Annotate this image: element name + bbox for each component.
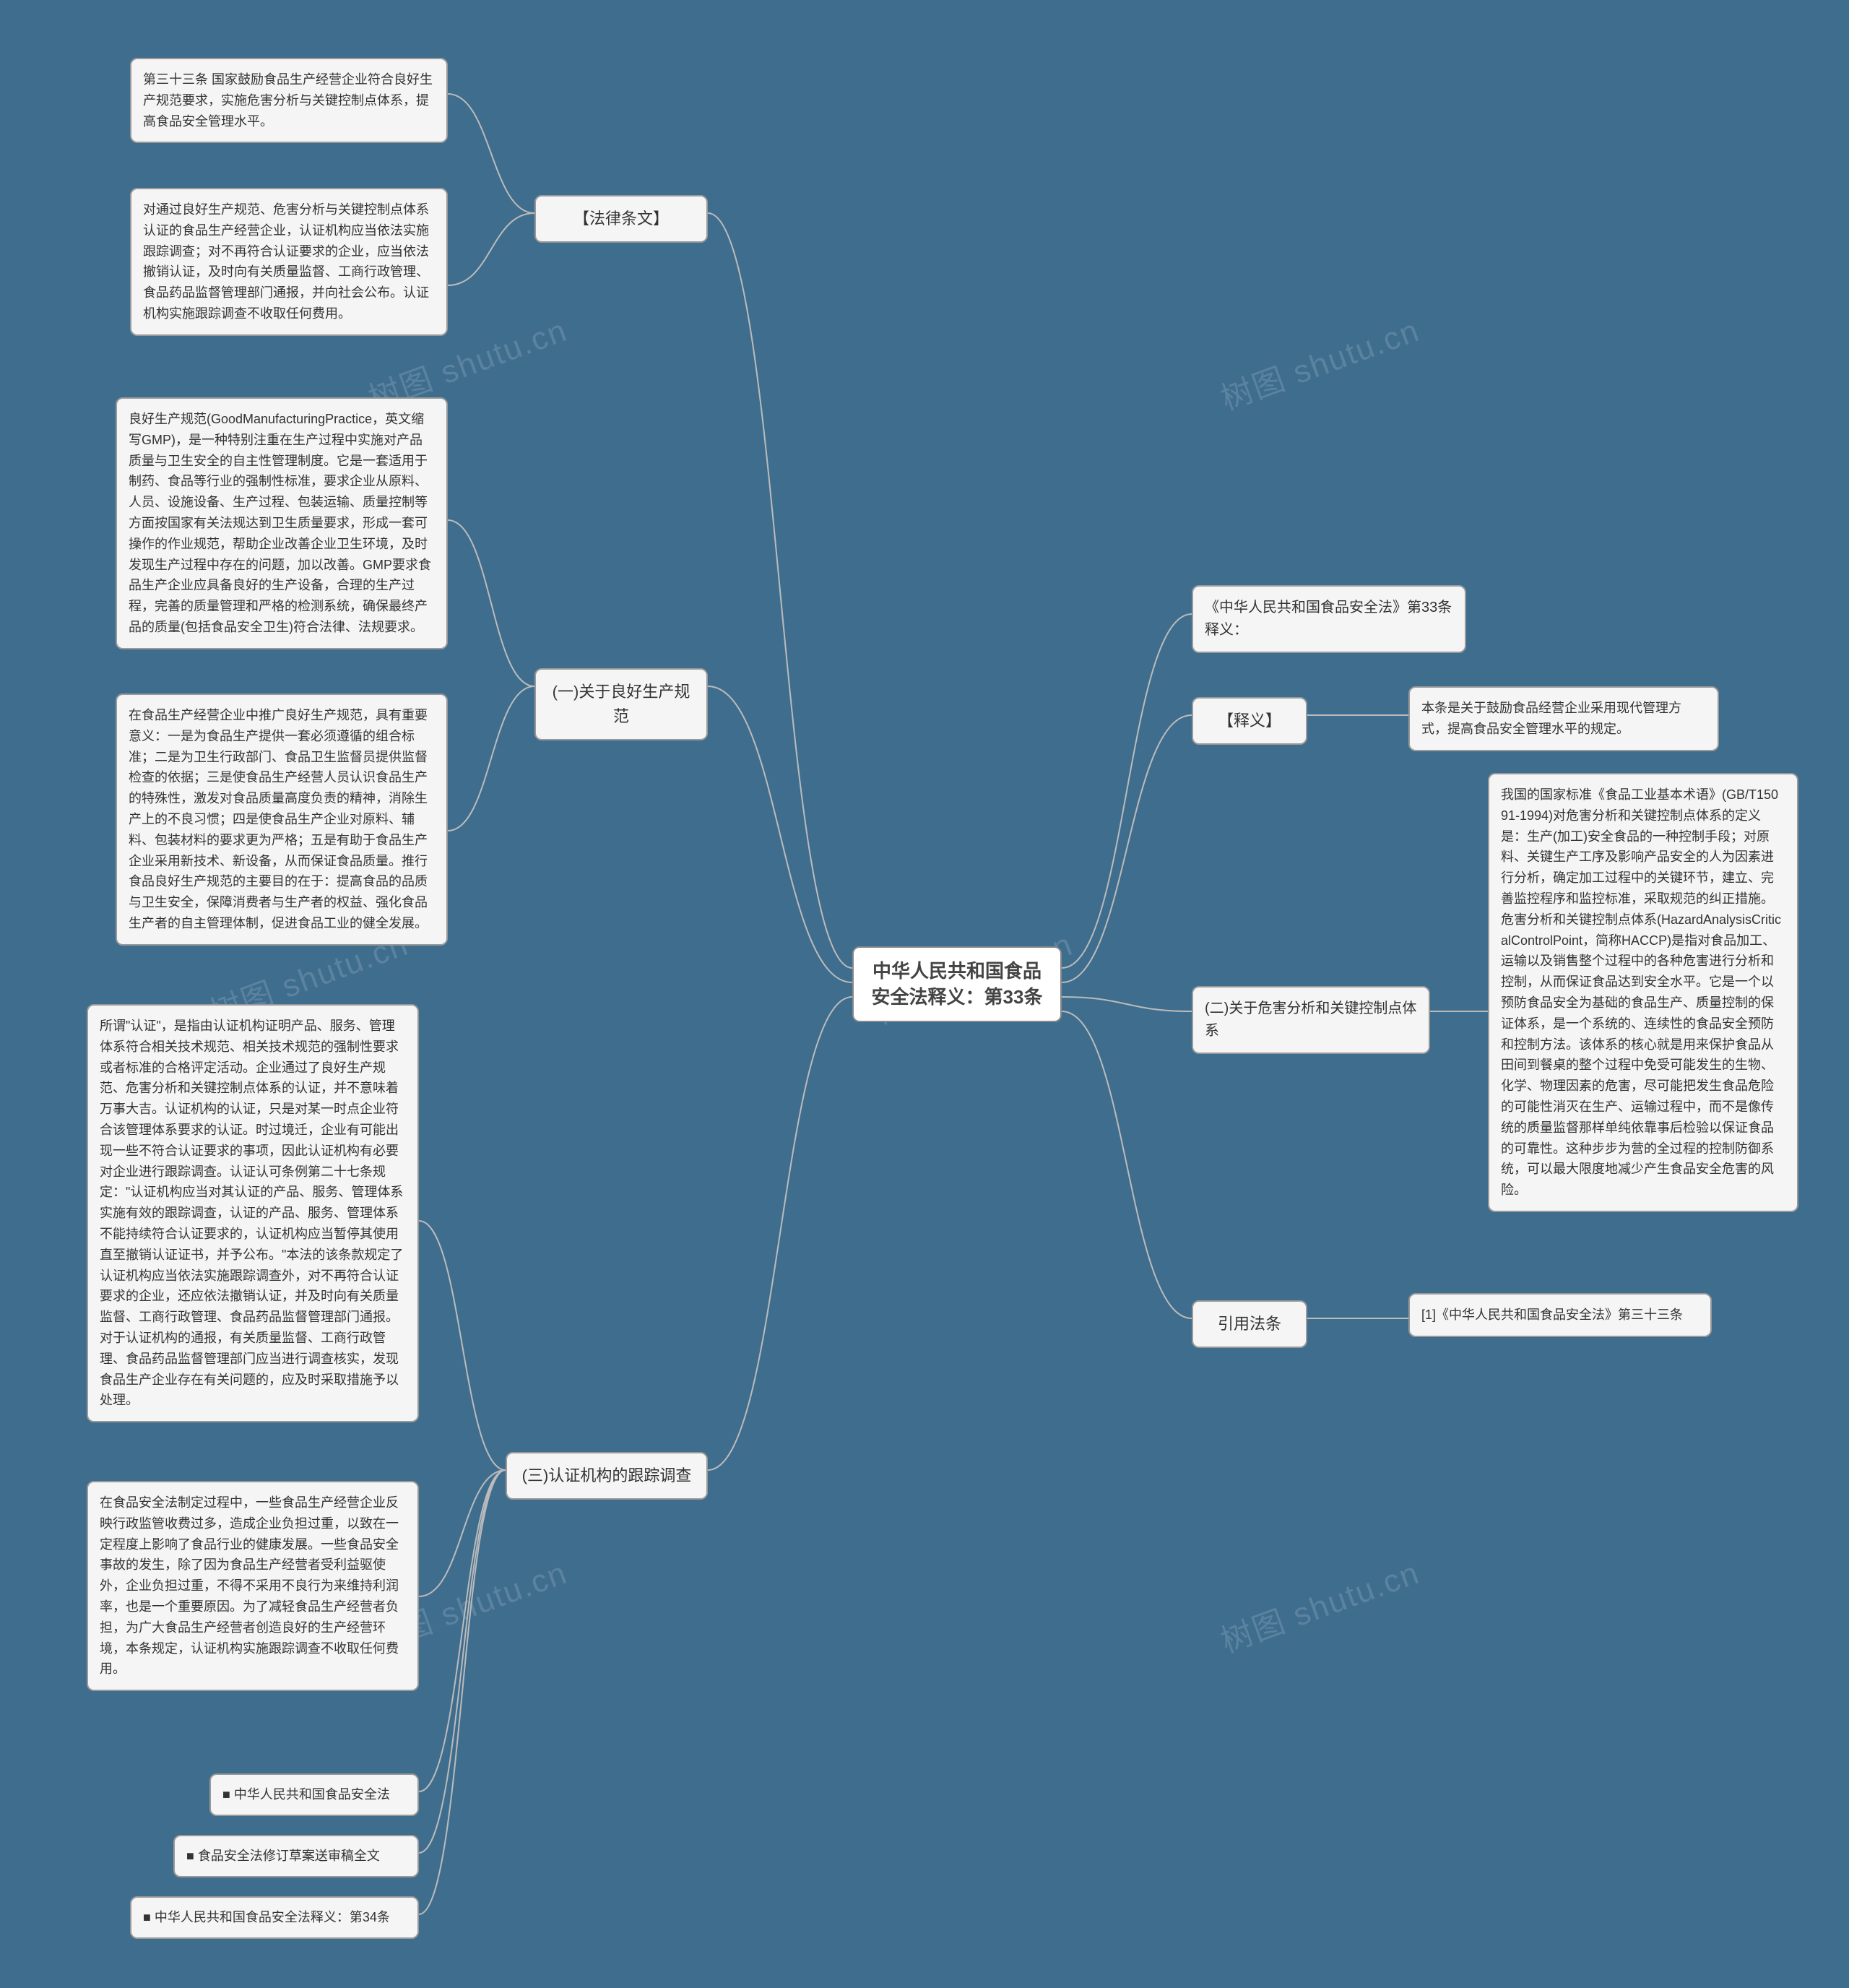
branch-l1[interactable]: 【法律条文】 bbox=[534, 195, 708, 243]
leaf-r2-0[interactable]: 本条是关于鼓励食品经营企业采用现代管理方式，提高食品安全管理水平的规定。 bbox=[1408, 686, 1719, 751]
leaf-l3-1[interactable]: 在食品安全法制定过程中，一些食品生产经营企业反映行政监管收费过多，造成企业负担过… bbox=[87, 1481, 419, 1691]
branch-l3[interactable]: (三)认证机构的跟踪调查 bbox=[506, 1452, 708, 1500]
branch-r1[interactable]: 《中华人民共和国食品安全法》第33条释义： bbox=[1192, 585, 1466, 653]
leaf-l3-3[interactable]: ■ 食品安全法修订草案送审稿全文 bbox=[173, 1835, 419, 1877]
watermark: 树图 shutu.cn bbox=[1213, 1547, 1425, 1661]
branch-r4[interactable]: 引用法条 bbox=[1192, 1300, 1307, 1348]
leaf-l3-2[interactable]: ■ 中华人民共和国食品安全法 bbox=[209, 1773, 419, 1816]
branch-l2[interactable]: (一)关于良好生产规范 bbox=[534, 668, 708, 740]
branch-r3[interactable]: (二)关于危害分析和关键控制点体系 bbox=[1192, 986, 1430, 1054]
leaf-l3-0[interactable]: 所谓"认证"，是指由认证机构证明产品、服务、管理体系符合相关技术规范、相关技术规… bbox=[87, 1004, 419, 1422]
leaf-r4-0[interactable]: [1]《中华人民共和国食品安全法》第三十三条 bbox=[1408, 1293, 1712, 1337]
leaf-l2-1[interactable]: 在食品生产经营企业中推广良好生产规范，具有重要意义：一是为食品生产提供一套必须遵… bbox=[116, 693, 448, 946]
branch-r2[interactable]: 【释义】 bbox=[1192, 697, 1307, 745]
leaf-l1-1[interactable]: 对通过良好生产规范、危害分析与关键控制点体系认证的食品生产经营企业，认证机构应当… bbox=[130, 188, 448, 336]
root-node[interactable]: 中华人民共和国食品安全法释义：第33条 bbox=[852, 946, 1062, 1022]
leaf-r3-0[interactable]: 我国的国家标准《食品工业基本术语》(GB/T15091-1994)对危害分析和关… bbox=[1488, 773, 1798, 1212]
leaf-l1-0[interactable]: 第三十三条 国家鼓励食品生产经营企业符合良好生产规范要求，实施危害分析与关键控制… bbox=[130, 58, 448, 143]
watermark: 树图 shutu.cn bbox=[1213, 304, 1425, 419]
leaf-l3-4[interactable]: ■ 中华人民共和国食品安全法释义：第34条 bbox=[130, 1896, 419, 1939]
leaf-l2-0[interactable]: 良好生产规范(GoodManufacturingPractice，英文缩写GMP… bbox=[116, 397, 448, 649]
